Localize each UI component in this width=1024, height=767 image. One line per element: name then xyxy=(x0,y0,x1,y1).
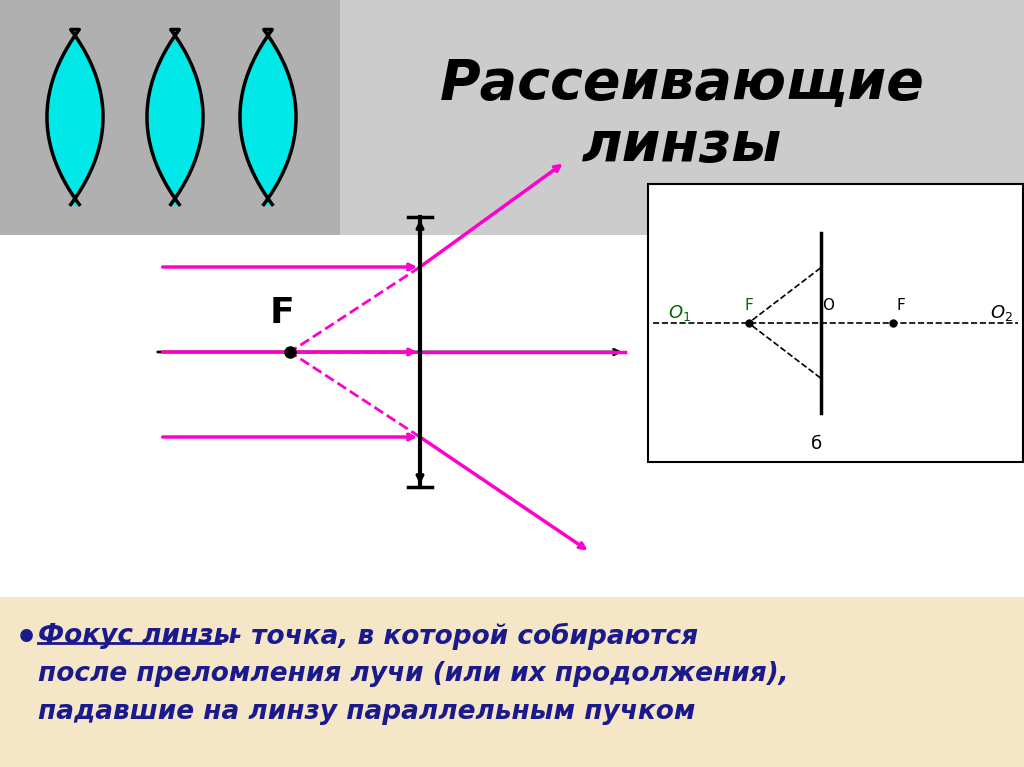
Text: - точка, в которой собираются: - точка, в которой собираются xyxy=(222,623,698,650)
Text: б: б xyxy=(811,435,822,453)
Bar xyxy=(0,0,340,235)
Text: $O_1$: $O_1$ xyxy=(669,303,691,323)
Text: O: O xyxy=(822,298,835,313)
Text: Рассеивающие
линзы: Рассеивающие линзы xyxy=(439,57,925,173)
Text: •: • xyxy=(15,622,38,656)
Bar xyxy=(340,0,1024,235)
Polygon shape xyxy=(47,29,103,205)
Polygon shape xyxy=(147,29,203,205)
Text: $O_2$: $O_2$ xyxy=(989,303,1013,323)
Text: Фокус линзы: Фокус линзы xyxy=(38,623,238,649)
Polygon shape xyxy=(240,29,296,205)
Bar xyxy=(0,597,1024,767)
Text: F: F xyxy=(744,298,753,313)
Text: после преломления лучи (или их продолжения),: после преломления лучи (или их продолжен… xyxy=(38,661,788,687)
Bar xyxy=(648,184,1023,462)
Text: F: F xyxy=(269,296,294,330)
Text: падавшие на линзу параллельным пучком: падавшие на линзу параллельным пучком xyxy=(38,699,695,725)
Text: F: F xyxy=(896,298,905,313)
